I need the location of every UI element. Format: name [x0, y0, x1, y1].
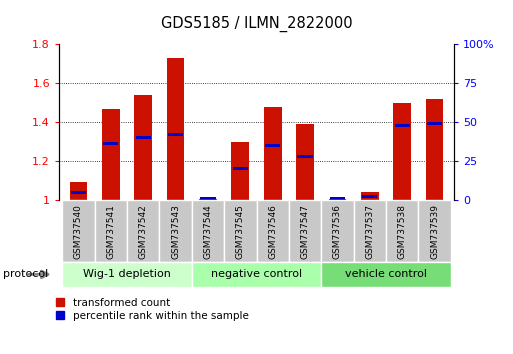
- Bar: [102, 108, 120, 200]
- Text: GSM737540: GSM737540: [74, 204, 83, 259]
- Text: GSM737542: GSM737542: [139, 204, 148, 259]
- Text: GSM737538: GSM737538: [398, 204, 407, 259]
- Bar: [192, 262, 321, 287]
- Bar: [70, 182, 87, 200]
- Text: GSM737545: GSM737545: [236, 204, 245, 259]
- Bar: [160, 200, 192, 262]
- Bar: [361, 192, 379, 200]
- Bar: [298, 155, 312, 158]
- Bar: [224, 200, 256, 262]
- Bar: [264, 107, 282, 200]
- Bar: [233, 167, 248, 170]
- Bar: [426, 99, 443, 200]
- Bar: [62, 200, 94, 262]
- Text: protocol: protocol: [3, 269, 48, 279]
- Bar: [393, 103, 411, 200]
- Bar: [394, 124, 410, 127]
- Bar: [94, 200, 127, 262]
- Bar: [353, 200, 386, 262]
- Bar: [362, 195, 378, 199]
- Bar: [135, 136, 151, 139]
- Bar: [199, 199, 217, 200]
- Bar: [256, 200, 289, 262]
- Text: GSM737537: GSM737537: [365, 204, 374, 259]
- Bar: [127, 200, 160, 262]
- Text: GSM737544: GSM737544: [204, 204, 212, 259]
- Bar: [296, 124, 314, 200]
- Bar: [231, 142, 249, 200]
- Bar: [328, 199, 346, 200]
- Text: GSM737543: GSM737543: [171, 204, 180, 259]
- Bar: [167, 58, 185, 200]
- Bar: [321, 200, 353, 262]
- Bar: [289, 200, 321, 262]
- Text: GDS5185 / ILMN_2822000: GDS5185 / ILMN_2822000: [161, 16, 352, 32]
- Text: GSM737541: GSM737541: [106, 204, 115, 259]
- Legend: transformed count, percentile rank within the sample: transformed count, percentile rank withi…: [54, 296, 251, 323]
- Bar: [103, 142, 119, 145]
- Text: vehicle control: vehicle control: [345, 269, 427, 279]
- Text: GSM737547: GSM737547: [301, 204, 309, 259]
- Bar: [427, 122, 442, 125]
- Bar: [321, 262, 451, 287]
- Text: GSM737539: GSM737539: [430, 204, 439, 259]
- Bar: [419, 200, 451, 262]
- Bar: [386, 200, 419, 262]
- Text: Wig-1 depletion: Wig-1 depletion: [83, 269, 171, 279]
- Bar: [134, 95, 152, 200]
- Bar: [168, 133, 183, 136]
- Text: negative control: negative control: [211, 269, 302, 279]
- Bar: [330, 197, 345, 200]
- Text: GSM737536: GSM737536: [333, 204, 342, 259]
- Bar: [201, 197, 215, 200]
- Text: GSM737546: GSM737546: [268, 204, 277, 259]
- Bar: [265, 144, 280, 147]
- Bar: [62, 262, 192, 287]
- Bar: [71, 191, 86, 194]
- Bar: [192, 200, 224, 262]
